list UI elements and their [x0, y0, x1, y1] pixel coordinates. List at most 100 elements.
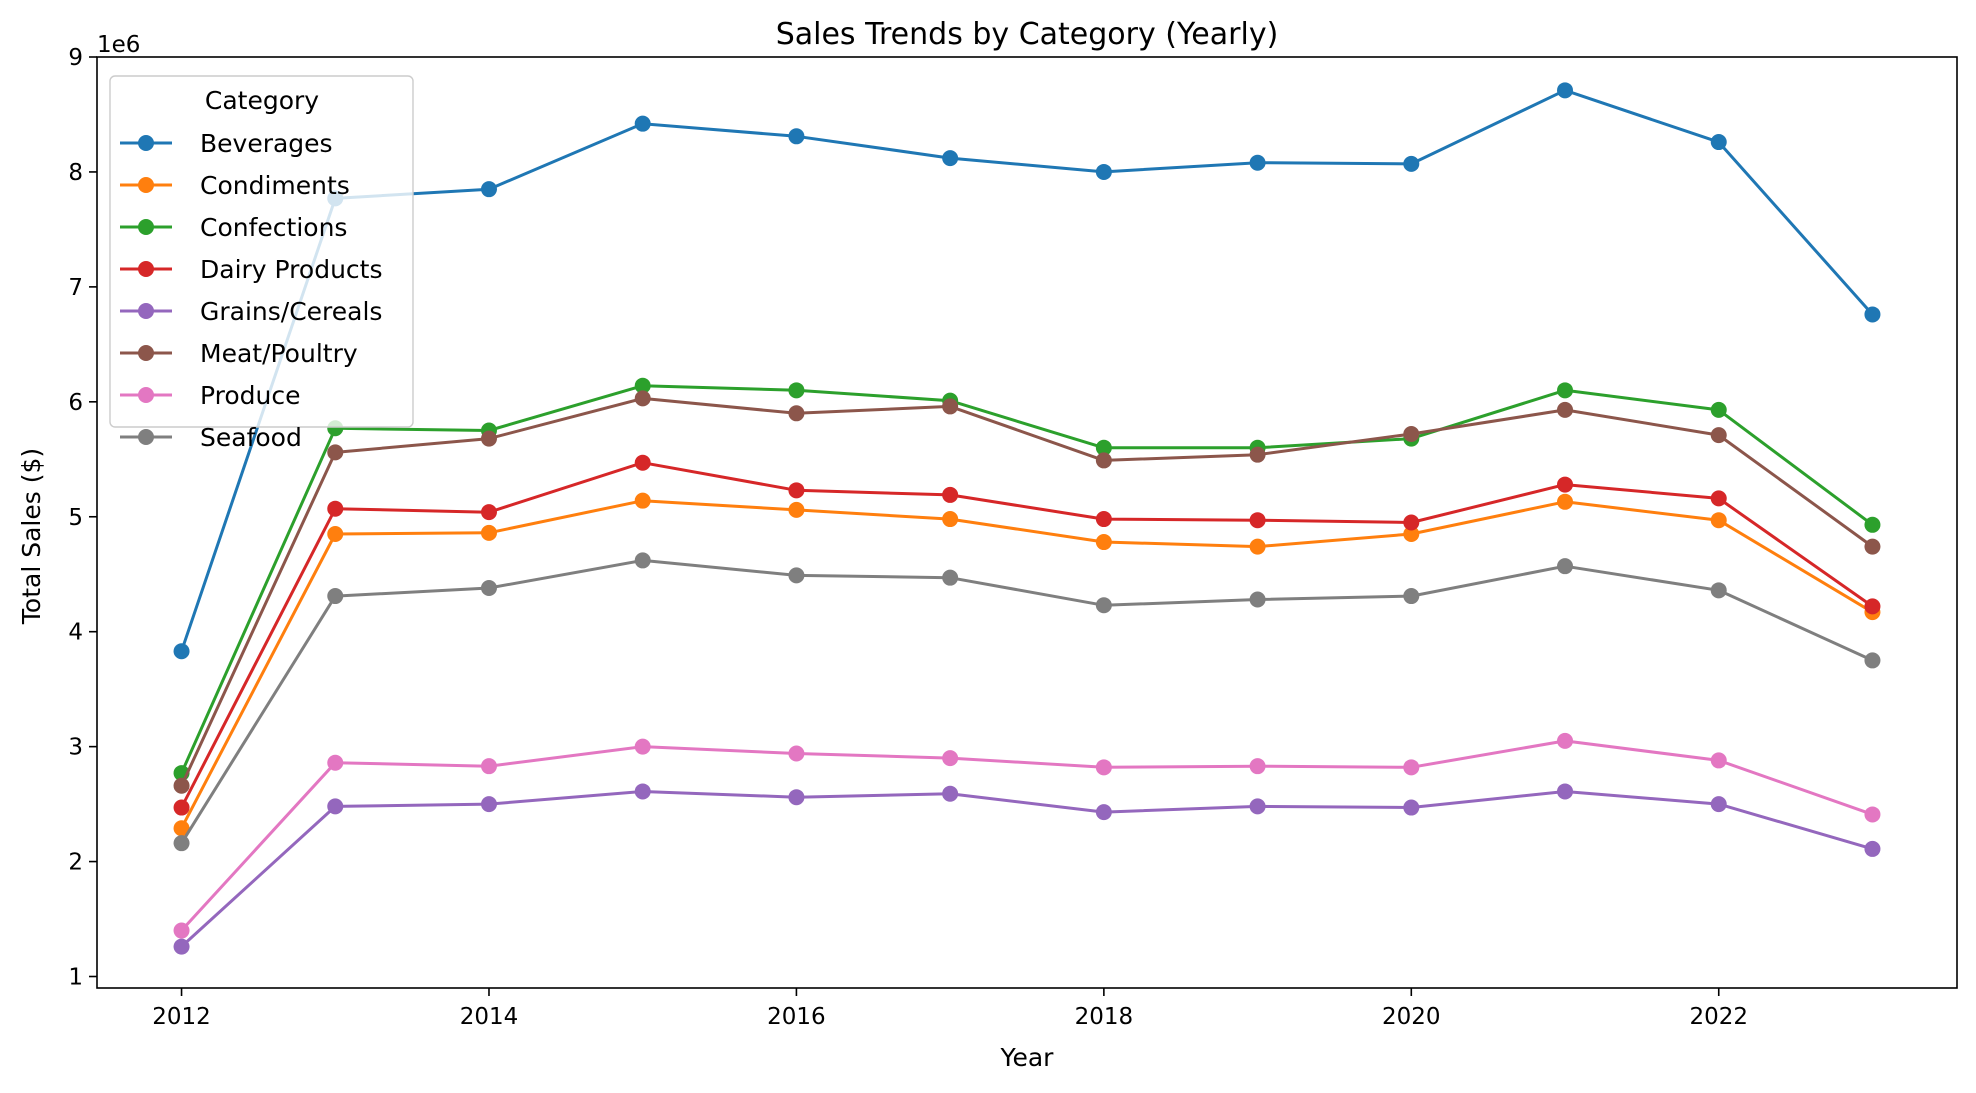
data-point-dairy-products	[1710, 490, 1727, 507]
y-axis-title: Total Sales ($)	[17, 448, 46, 625]
data-point-beverages	[1095, 163, 1112, 180]
data-point-seafood	[1710, 582, 1727, 599]
series-line-condiments	[180, 499, 1874, 829]
data-point-beverages	[1249, 154, 1266, 171]
data-point-dairy-products	[1095, 511, 1112, 528]
legend-label-grains-cereals: Grains/Cereals	[200, 297, 382, 326]
data-point-meat-poultry	[173, 777, 190, 794]
data-point-condiments	[942, 511, 959, 528]
data-point-meat-poultry	[1557, 401, 1574, 418]
legend-marker-seafood	[138, 429, 154, 445]
data-point-meat-poultry	[1864, 538, 1881, 555]
data-point-seafood	[1095, 597, 1112, 614]
data-point-meat-poultry	[788, 405, 805, 422]
series-line-seafood	[180, 558, 1874, 844]
data-point-condiments	[480, 524, 497, 541]
data-point-grains-cereals	[634, 783, 651, 800]
data-point-dairy-products	[634, 454, 651, 471]
x-tick-label: 2020	[1382, 1004, 1441, 1030]
data-point-produce	[480, 758, 497, 775]
data-point-beverages	[1710, 134, 1727, 151]
data-point-meat-poultry	[634, 390, 651, 407]
data-point-beverages	[1403, 155, 1420, 172]
data-point-produce	[1557, 732, 1574, 749]
data-point-condiments	[634, 492, 651, 509]
legend-item-confections: Confections	[120, 213, 347, 242]
series-line-confections	[180, 384, 1874, 774]
legend-label-seafood: Seafood	[200, 423, 302, 452]
data-point-seafood	[1557, 558, 1574, 575]
data-point-meat-poultry	[942, 398, 959, 415]
x-tick-label: 2014	[460, 1004, 519, 1030]
data-point-confections	[1557, 382, 1574, 399]
y-tick-label: 7	[68, 275, 83, 301]
series-grains-cereals	[173, 783, 1881, 955]
data-point-seafood	[480, 580, 497, 597]
data-point-produce	[788, 745, 805, 762]
series-produce	[173, 732, 1881, 939]
x-axis-title: Year	[1000, 1043, 1055, 1072]
series-line-dairy-products	[180, 461, 1874, 809]
data-point-dairy-products	[173, 799, 190, 816]
series-line-meat-poultry	[180, 396, 1874, 787]
data-point-condiments	[1557, 493, 1574, 510]
y-tick-label: 6	[68, 390, 83, 416]
legend-marker-beverages	[138, 135, 154, 151]
data-point-seafood	[634, 552, 651, 569]
data-point-dairy-products	[942, 486, 959, 503]
y-tick-label: 4	[68, 620, 83, 646]
data-point-meat-poultry	[1249, 446, 1266, 463]
data-point-beverages	[1864, 306, 1881, 323]
legend-item-produce: Produce	[120, 381, 301, 410]
legend-label-produce: Produce	[200, 381, 301, 410]
chart-title: Sales Trends by Category (Yearly)	[776, 17, 1279, 52]
x-tick-label: 2018	[1075, 1004, 1134, 1030]
legend-marker-dairy-products	[138, 261, 154, 277]
series-beverages	[173, 82, 1881, 660]
data-point-seafood	[1249, 591, 1266, 608]
data-point-condiments	[1095, 534, 1112, 551]
data-point-grains-cereals	[788, 789, 805, 806]
data-point-meat-poultry	[1710, 427, 1727, 444]
legend-label-meat-poultry: Meat/Poultry	[200, 339, 358, 368]
legend-item-seafood: Seafood	[120, 423, 302, 452]
legend-marker-produce	[138, 387, 154, 403]
legend-item-beverages: Beverages	[120, 129, 333, 158]
y-tick-label: 9	[68, 45, 83, 71]
data-point-meat-poultry	[327, 444, 344, 461]
series-layer	[173, 82, 1881, 955]
data-point-produce	[173, 922, 190, 939]
legend-box	[109, 75, 414, 428]
data-point-grains-cereals	[1249, 798, 1266, 815]
data-point-confections	[634, 377, 651, 394]
data-point-produce	[1095, 759, 1112, 776]
y-tick-label: 2	[68, 850, 83, 876]
legend-marker-grains-cereals	[138, 303, 154, 319]
y-tick-label: 1	[68, 965, 83, 991]
data-point-confections	[788, 382, 805, 399]
y-axis-ticks: 1 2 3 4 5 6 7 8 9	[68, 45, 97, 991]
data-point-condiments	[173, 820, 190, 837]
data-point-grains-cereals	[942, 785, 959, 802]
data-point-produce	[1249, 758, 1266, 775]
data-point-grains-cereals	[480, 796, 497, 813]
legend-marker-meat-poultry	[138, 345, 154, 361]
x-tick-label: 2016	[767, 1004, 826, 1030]
data-point-seafood	[173, 835, 190, 852]
data-point-produce	[1710, 752, 1727, 769]
data-point-beverages	[1557, 82, 1574, 99]
series-line-grains-cereals	[180, 790, 1873, 948]
y-tick-label: 3	[68, 735, 83, 761]
data-point-beverages	[942, 150, 959, 167]
data-point-produce	[942, 750, 959, 767]
series-dairy-products	[173, 454, 1881, 816]
data-point-condiments	[1403, 525, 1420, 542]
data-point-beverages	[634, 115, 651, 132]
data-point-grains-cereals	[173, 938, 190, 955]
data-point-confections	[1095, 439, 1112, 456]
legend: Category Beverages Condiments Confections D…	[109, 75, 414, 452]
data-point-seafood	[1864, 652, 1881, 669]
x-axis-ticks: 2012 2014 2016 2018 2020 2022	[152, 988, 1748, 1030]
data-point-dairy-products	[1557, 476, 1574, 493]
